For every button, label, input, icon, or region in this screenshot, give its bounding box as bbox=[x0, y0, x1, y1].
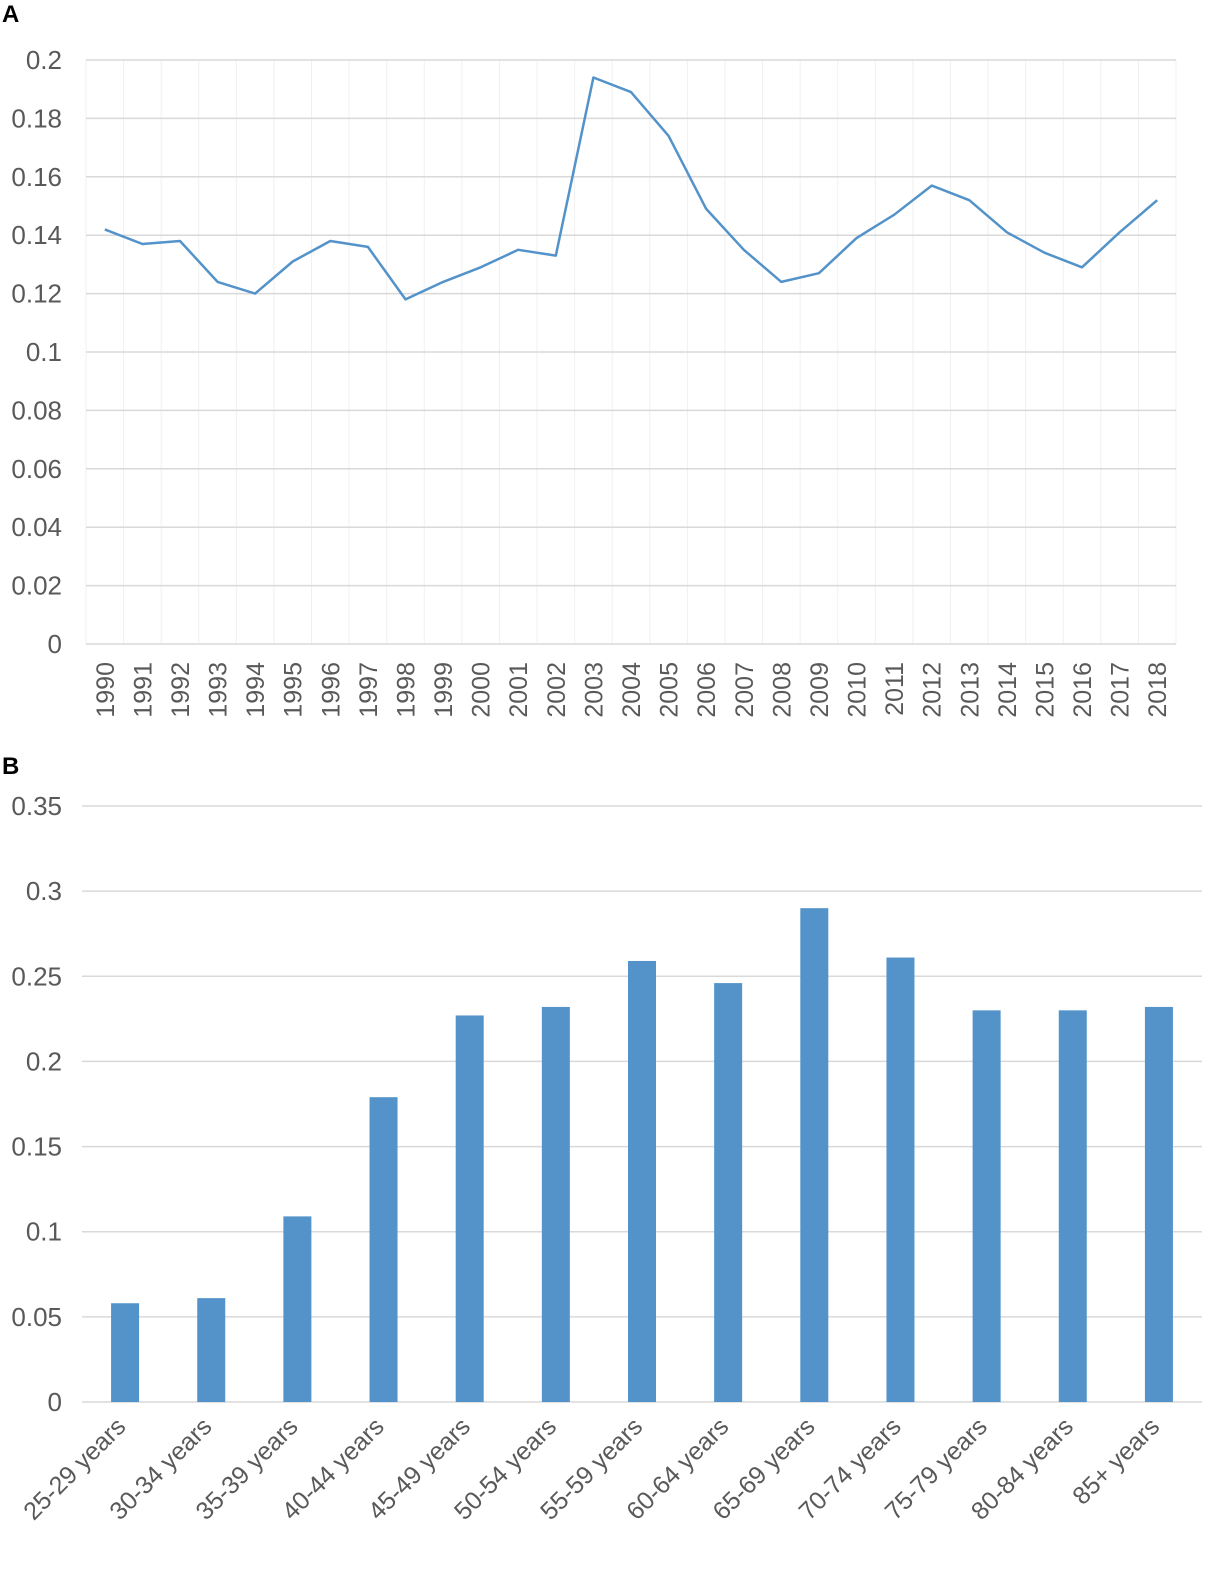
panel-a-y-tick-label: 0.14 bbox=[11, 220, 62, 250]
panel-b-bar bbox=[283, 1216, 312, 1402]
panel-a-x-tick-label: 2008 bbox=[768, 662, 796, 718]
panel-a-x-tick-label: 1992 bbox=[167, 662, 195, 718]
panel-a-y-tick-label: 0 bbox=[48, 629, 62, 659]
panel-b-bar bbox=[455, 1015, 484, 1402]
panel-a-x-tick-label: 2010 bbox=[844, 662, 872, 718]
panel-a-x-tick-label: 1997 bbox=[355, 662, 383, 718]
panel-a-x-tick-label: 2018 bbox=[1144, 662, 1172, 718]
panel-b-y-tick-label: 0.05 bbox=[11, 1302, 62, 1332]
panel-a-x-tick-label: 1991 bbox=[129, 662, 157, 718]
panel-a-x-tick-label: 1998 bbox=[392, 662, 420, 718]
panel-a-x-tick-label: 2002 bbox=[543, 662, 571, 718]
panel-a-x-tick-label: 1994 bbox=[242, 662, 270, 718]
panel-a-x-tick-label: 2003 bbox=[580, 662, 608, 718]
panel-a-x-tick-label: 1999 bbox=[430, 662, 458, 718]
panel-a-y-tick-label: 0.16 bbox=[11, 162, 62, 192]
panel-a-y-tick-label: 0.18 bbox=[11, 103, 62, 133]
panel-b-bar bbox=[111, 1303, 140, 1402]
panel-b-bar bbox=[886, 957, 915, 1402]
panel-a-x-tick-label: 2004 bbox=[618, 662, 646, 718]
panel-b-bar bbox=[972, 1010, 1001, 1402]
panel-a-x-tick-label: 2016 bbox=[1069, 662, 1097, 718]
panel-b-bar bbox=[714, 983, 743, 1402]
panel-a-y-tick-label: 0.02 bbox=[11, 571, 62, 601]
panel-a-x-tick-label: 2000 bbox=[468, 662, 496, 718]
panel-a-x-tick-label: 2012 bbox=[919, 662, 947, 718]
panel-a-series-line bbox=[104, 76, 1159, 301]
panel-b-bar bbox=[800, 908, 829, 1402]
panel-a-y-tick-label: 0.08 bbox=[11, 395, 62, 425]
panel-b-label: B bbox=[2, 753, 19, 780]
panel-b-bar bbox=[1058, 1010, 1087, 1402]
panel-a-y-tick-label: 0.12 bbox=[11, 279, 62, 309]
panel-a-y-tick-label: 0.04 bbox=[11, 512, 62, 542]
panel-a-x-tick-label: 2017 bbox=[1107, 662, 1135, 718]
panel-a-x-tick-label: 2013 bbox=[956, 662, 984, 718]
panel-b-y-tick-label: 0.3 bbox=[26, 876, 62, 906]
panel-a-x-tick-label: 1993 bbox=[205, 662, 233, 718]
panel-b-bar bbox=[628, 960, 656, 1402]
panel-b-y-tick-label: 0.1 bbox=[26, 1217, 62, 1247]
panel-b-x-tick-label: 85+ years bbox=[1067, 1412, 1165, 1510]
panel-a-x-tick-label: 2011 bbox=[881, 662, 909, 716]
panel-a-y-tick-label: 0.2 bbox=[26, 45, 62, 75]
panel-a-x-tick-label: 1990 bbox=[92, 662, 120, 718]
panel-a-x-tick-label: 2006 bbox=[693, 662, 721, 718]
panel-b-y-tick-label: 0.25 bbox=[11, 961, 62, 991]
panel-b-y-tick-label: 0.15 bbox=[11, 1132, 62, 1162]
panel-a-y-tick-label: 0.1 bbox=[26, 337, 62, 367]
panel-a-x-tick-label: 1995 bbox=[280, 662, 308, 718]
panel-a-label: A bbox=[2, 1, 19, 28]
panel-b-bar bbox=[1144, 1006, 1173, 1402]
panel-a-y-tick-label: 0.06 bbox=[11, 454, 62, 484]
panel-a-x-tick-label: 2007 bbox=[731, 662, 759, 718]
panel-b-y-tick-label: 0 bbox=[48, 1387, 62, 1417]
panel-a-line-chart: 0 0.02 0.04 0.06 0.08 0.1 0.12 0.14 0.16 0.18 0.2 1… bbox=[11, 45, 1177, 718]
panel-b-y-tick-label: 0.2 bbox=[26, 1046, 62, 1076]
panel-a-x-tick-label: 2005 bbox=[656, 662, 684, 718]
panel-a-x-tick-label: 2001 bbox=[505, 662, 533, 718]
panel-b-y-tick-label: 0.35 bbox=[11, 791, 62, 821]
panel-b-bar bbox=[197, 1298, 226, 1402]
panel-a-x-tick-label: 1996 bbox=[317, 662, 345, 718]
panel-b-bar bbox=[541, 1006, 570, 1402]
panel-a-x-tick-label: 2015 bbox=[1031, 662, 1059, 718]
panel-b-bar bbox=[369, 1097, 398, 1402]
panel-a-x-tick-label: 2009 bbox=[806, 662, 834, 718]
panel-a-x-tick-label: 2014 bbox=[994, 662, 1022, 718]
